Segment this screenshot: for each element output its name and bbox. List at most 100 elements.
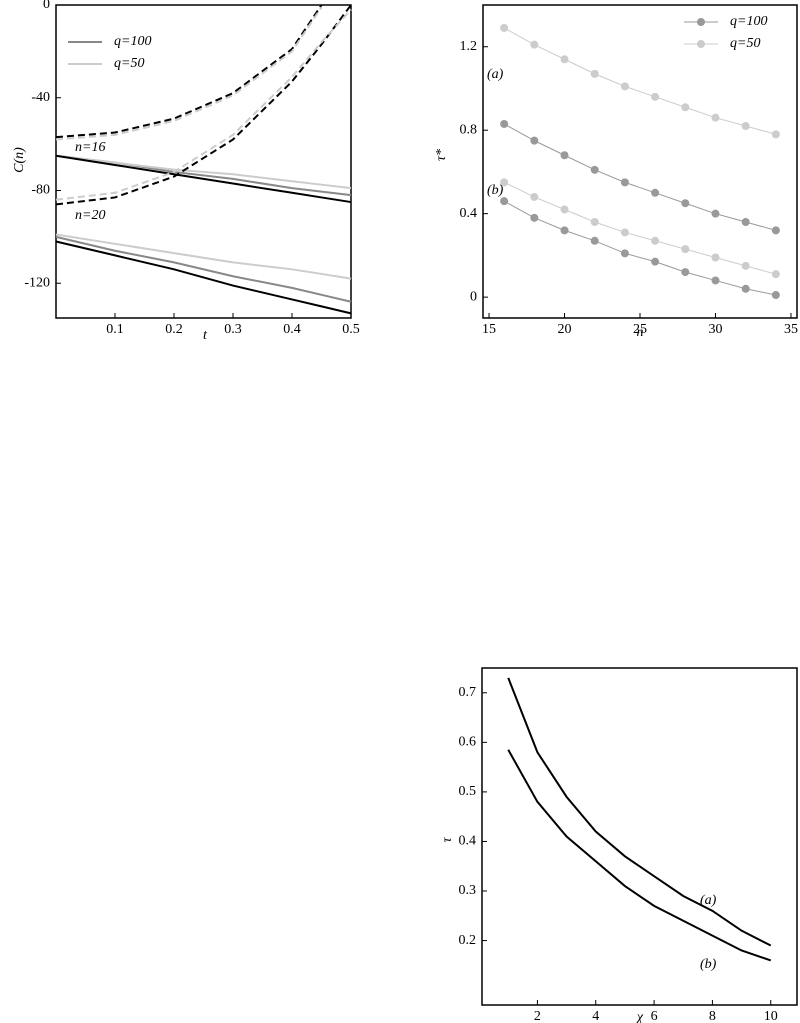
point	[530, 192, 539, 201]
annotation: n=16	[75, 140, 105, 155]
series-line	[55, 8, 352, 201]
point	[741, 261, 750, 270]
series-line	[55, 154, 352, 190]
x-tick-label: 10	[764, 1009, 778, 1023]
point	[530, 40, 539, 49]
y-axis-label: C(n)	[12, 147, 27, 173]
x-axis-label: χ	[635, 1010, 644, 1023]
point	[530, 136, 539, 145]
x-tick-label: 20	[558, 322, 572, 337]
point	[500, 119, 509, 128]
series-line	[55, 4, 352, 206]
point	[771, 130, 780, 139]
chart: 15 20 25 30 35 0 0.4 0.8 1.2 n τ* (a) (b) q=100 q=50	[434, 4, 798, 340]
chart: 0.1 0.2 0.3 0.4 0.5 0 -40 -80 -120 t C(n) n=16 n=20 q…	[12, 0, 360, 343]
point	[590, 69, 599, 78]
y-tick-label: 0.5	[459, 784, 477, 799]
point	[620, 178, 629, 187]
legend-label: q=100	[730, 14, 767, 29]
x-tick-label: 0.1	[106, 322, 124, 337]
x-tick-label: 30	[708, 322, 722, 337]
point	[681, 103, 690, 112]
annotation: n=20	[75, 208, 105, 223]
series-line	[55, 6, 323, 141]
point	[711, 209, 720, 218]
point	[590, 165, 599, 174]
x-tick-label: 0.3	[224, 322, 242, 337]
x-tick-label: 8	[709, 1009, 716, 1023]
y-tick-label: 0.2	[459, 933, 477, 948]
series-line	[55, 240, 352, 315]
y-tick-label: 0.3	[459, 883, 477, 898]
y-tick-label: 0	[43, 0, 50, 12]
point	[651, 257, 660, 266]
y-tick-label: 0	[470, 289, 477, 304]
y-tick-label: 0.6	[459, 735, 477, 750]
x-axis-label: n	[637, 325, 644, 340]
x-tick-label: 0.5	[342, 322, 360, 337]
point	[500, 23, 509, 32]
series-line	[503, 27, 776, 135]
y-tick-label: 0.8	[460, 122, 478, 137]
chart: 2 4 6 8 10 0.2 0.3 0.4 0.5 0.6 0.7 χ τ (a) (b)	[440, 667, 798, 1023]
y-tick-label: -120	[24, 275, 50, 290]
y-tick-label: -40	[31, 90, 50, 105]
point	[560, 205, 569, 214]
point	[500, 197, 509, 206]
annotation: (a)	[487, 67, 504, 82]
series-line	[507, 749, 772, 962]
annotation: (b)	[700, 957, 717, 972]
point	[771, 270, 780, 279]
x-tick-label: 25	[633, 322, 647, 337]
series-line	[503, 123, 776, 231]
x-tick-label: 15	[482, 322, 496, 337]
y-axis-label: τ*	[434, 149, 449, 161]
point	[620, 249, 629, 258]
x-tick-label: 0.2	[165, 322, 183, 337]
point	[560, 55, 569, 64]
y-axis-label: τ	[440, 837, 455, 843]
series-line	[55, 233, 352, 280]
point	[620, 82, 629, 91]
annotation: (b)	[487, 183, 504, 198]
series-line	[503, 181, 776, 275]
point	[711, 276, 720, 285]
point	[590, 236, 599, 245]
legend-label: q=50	[114, 56, 144, 71]
x-tick-label: 35	[784, 322, 798, 337]
y-tick-label: 1.2	[460, 39, 478, 54]
plot-frame	[481, 667, 798, 1006]
series-line	[503, 200, 776, 296]
point	[620, 228, 629, 237]
x-axis-label: t	[203, 328, 208, 343]
point	[681, 245, 690, 254]
point	[590, 218, 599, 227]
point	[711, 253, 720, 262]
point	[651, 92, 660, 101]
x-tick-label: 6	[651, 1009, 658, 1023]
point	[560, 226, 569, 235]
plot-frame	[55, 4, 352, 319]
point	[711, 113, 720, 122]
legend-marker	[697, 40, 705, 48]
point	[771, 226, 780, 235]
y-tick-label: 0.7	[459, 685, 477, 700]
plot-frame	[482, 4, 798, 319]
annotation: (a)	[700, 893, 717, 908]
legend-marker	[697, 18, 705, 26]
series-line	[507, 677, 772, 947]
point	[681, 199, 690, 208]
point	[530, 213, 539, 222]
y-tick-label: 0.4	[459, 834, 477, 849]
legend-label: q=50	[730, 36, 760, 51]
legend-label: q=100	[114, 34, 151, 49]
point	[681, 268, 690, 277]
point	[560, 151, 569, 160]
x-tick-label: 0.4	[283, 322, 301, 337]
y-tick-label: -80	[31, 183, 50, 198]
point	[651, 188, 660, 197]
x-tick-label: 4	[592, 1009, 599, 1023]
series-line	[55, 235, 352, 303]
point	[771, 291, 780, 300]
